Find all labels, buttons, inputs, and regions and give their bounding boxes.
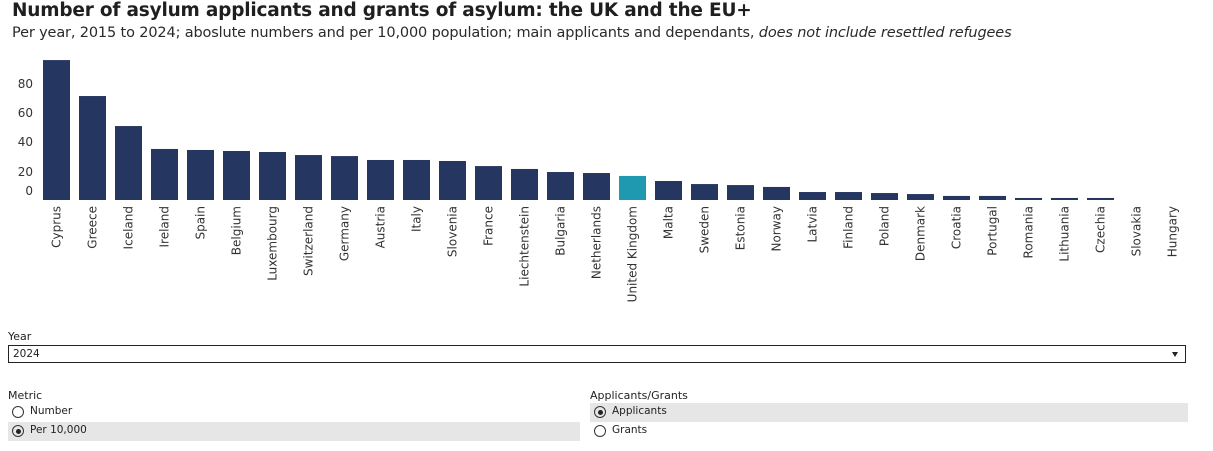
x-tick-label: Greece — [86, 206, 100, 249]
x-tick-label: Lithuania — [1058, 206, 1072, 262]
x-tick-label: Italy — [410, 206, 424, 232]
type-option-applicants[interactable]: Applicants — [590, 403, 1188, 422]
x-tick-label: Austria — [374, 206, 388, 248]
x-tick-label: Bulgaria — [554, 206, 568, 256]
x-tick-label: Switzerland — [302, 206, 316, 276]
bar-croatia[interactable] — [943, 195, 970, 200]
year-dropdown-value: 2024 — [13, 348, 40, 360]
metric-filter-label: Metric — [8, 389, 43, 402]
chevron-down-icon[interactable] — [1172, 352, 1178, 357]
bar-portugal[interactable] — [979, 195, 1006, 200]
bar-romania[interactable] — [1015, 197, 1042, 200]
year-dropdown[interactable]: 2024 — [8, 345, 1186, 363]
bar-norway[interactable] — [763, 186, 790, 200]
chart-title: Number of asylum applicants and grants o… — [12, 0, 752, 21]
radio-dot-icon — [15, 428, 21, 434]
x-tick-label: Liechtenstein — [518, 206, 532, 287]
bar-belgium[interactable] — [223, 150, 250, 200]
bar-poland[interactable] — [871, 193, 898, 200]
x-tick-label: Hungary — [1166, 206, 1180, 257]
bar-estonia[interactable] — [727, 185, 754, 200]
x-tick-label: Norway — [770, 206, 784, 252]
radio-icon[interactable] — [594, 425, 606, 437]
x-tick-label: Germany — [338, 206, 352, 261]
bar-greece[interactable] — [79, 96, 106, 200]
metric-option-number[interactable]: Number — [8, 403, 580, 422]
x-tick-label: Estonia — [734, 206, 748, 250]
x-tick-label: Malta — [662, 206, 676, 239]
x-tick-label: Ireland — [158, 206, 172, 248]
radio-icon[interactable] — [12, 425, 24, 437]
y-tick-label: 20 — [18, 165, 33, 179]
x-tick-label: Luxembourg — [266, 206, 280, 281]
x-tick-label: Latvia — [806, 206, 820, 243]
y-tick-label: 0 — [25, 184, 33, 198]
bar-denmark[interactable] — [907, 194, 934, 200]
x-tick-label: Cyprus — [50, 206, 64, 248]
x-tick-label: Spain — [194, 206, 208, 240]
bars — [43, 60, 1114, 201]
x-tick-label: Denmark — [914, 206, 928, 261]
x-tick-label: United Kingdom — [626, 206, 640, 302]
chart-subtitle: Per year, 2015 to 2024; aboslute numbers… — [12, 25, 1012, 41]
x-tick-label: Portugal — [986, 206, 1000, 256]
year-filter-label: Year — [8, 330, 32, 343]
x-tick-label: Romania — [1022, 206, 1036, 258]
bar-switzerland[interactable] — [295, 155, 322, 200]
bar-latvia[interactable] — [799, 192, 826, 200]
x-tick-label: Czechia — [1094, 206, 1108, 253]
bar-chart: 0 20 40 60 80 Cyprus Greece Iceland Ireland Spai… — [18, 60, 1180, 302]
y-tick-label: 60 — [18, 106, 33, 120]
bar-czechia[interactable] — [1087, 197, 1114, 200]
radio-icon[interactable] — [594, 406, 606, 418]
bar-italy[interactable] — [403, 159, 430, 200]
bar-finland[interactable] — [835, 192, 862, 200]
x-tick-label: Iceland — [122, 206, 136, 249]
bar-spain[interactable] — [187, 149, 214, 200]
x-tick-label: Croatia — [950, 206, 964, 249]
bar-bulgaria[interactable] — [547, 172, 574, 200]
metric-option-label: Per 10,000 — [30, 424, 87, 436]
type-option-grants[interactable]: Grants — [590, 422, 1188, 441]
y-tick-label: 80 — [18, 77, 33, 91]
x-tick-label: Slovenia — [446, 206, 460, 257]
type-option-label: Applicants — [612, 405, 667, 417]
bar-cyprus[interactable] — [43, 60, 70, 201]
x-tick-label: Poland — [878, 206, 892, 246]
radio-icon[interactable] — [12, 406, 24, 418]
bar-lithuania[interactable] — [1051, 197, 1078, 200]
bar-germany[interactable] — [331, 156, 358, 200]
bar-slovenia[interactable] — [439, 160, 466, 200]
y-tick-label: 40 — [18, 135, 33, 149]
subtitle-text: Per year, 2015 to 2024; aboslute numbers… — [12, 25, 759, 41]
x-tick-label: Slovakia — [1130, 206, 1144, 256]
bar-iceland[interactable] — [115, 126, 142, 200]
type-option-label: Grants — [612, 424, 648, 436]
bar-luxembourg[interactable] — [259, 152, 286, 200]
bar-united-kingdom[interactable] — [619, 175, 646, 200]
x-tick-label: Netherlands — [590, 206, 604, 279]
subtitle-note: does not include resettled refugees — [758, 25, 1012, 41]
bar-netherlands[interactable] — [583, 173, 610, 200]
bar-sweden[interactable] — [691, 184, 718, 200]
applicants-grants-filter-label: Applicants/Grants — [590, 389, 688, 402]
radio-dot-icon — [597, 409, 603, 415]
x-tick-label: France — [482, 206, 496, 246]
bar-austria[interactable] — [367, 159, 394, 200]
bar-liechtenstein[interactable] — [511, 168, 538, 200]
x-tick-label: Belgium — [230, 206, 244, 255]
x-tick-label: Sweden — [698, 206, 712, 253]
metric-option-per-10000[interactable]: Per 10,000 — [8, 422, 580, 441]
metric-option-label: Number — [30, 405, 73, 417]
x-axis-labels: Cyprus Greece Iceland Ireland Spain Belgium Lu… — [50, 206, 1180, 302]
bar-ireland[interactable] — [151, 148, 178, 200]
x-tick-label: Finland — [842, 206, 856, 249]
bar-france[interactable] — [475, 166, 502, 200]
y-axis: 0 20 40 60 80 — [18, 77, 33, 198]
bar-malta[interactable] — [655, 181, 682, 200]
